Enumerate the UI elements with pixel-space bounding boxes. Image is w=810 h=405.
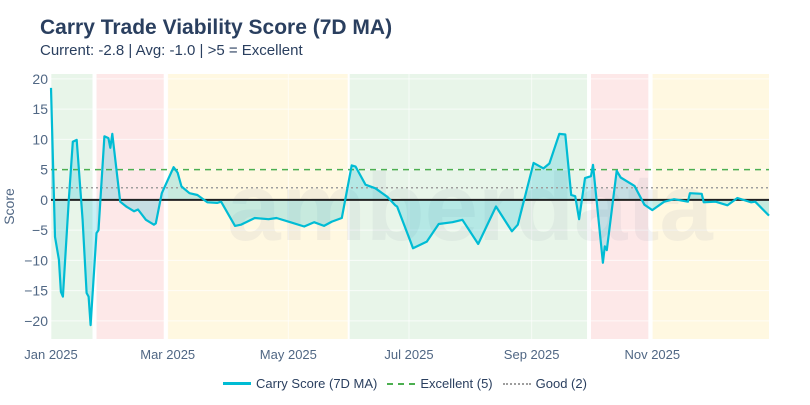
x-tick-label: Jul 2025: [384, 347, 433, 362]
y-tick-label: −10: [24, 252, 48, 268]
legend-label: Excellent (5): [420, 376, 493, 391]
x-tick-label: May 2025: [260, 347, 317, 362]
legend: Carry Score (7D MA) Excellent (5) Good (…: [0, 376, 810, 391]
chart-subtitle: Current: -2.8 | Avg: -1.0 | >5 = Excelle…: [40, 42, 303, 59]
regime-band: [652, 74, 769, 339]
legend-item-carry-score[interactable]: Carry Score (7D MA): [223, 376, 377, 391]
y-tick-label: 0: [40, 192, 48, 208]
x-tick-label: Nov 2025: [624, 347, 680, 362]
legend-label: Good (2): [535, 376, 587, 391]
regime-band: [167, 74, 348, 339]
x-tick-label: Jan 2025: [24, 347, 78, 362]
legend-item-excellent[interactable]: Excellent (5): [387, 376, 493, 391]
x-tick-label: Sep 2025: [504, 347, 560, 362]
legend-label: Carry Score (7D MA): [256, 376, 378, 391]
x-tick-label: Mar 2025: [140, 347, 195, 362]
series-fill-area: [51, 87, 769, 326]
regime-band: [590, 74, 649, 339]
y-tick-label: −20: [24, 313, 48, 329]
y-axis-title: Score: [1, 188, 17, 225]
regime-band: [51, 74, 93, 339]
y-tick-label: 5: [40, 162, 48, 178]
regime-band: [349, 74, 588, 339]
y-tick-label: −15: [24, 283, 48, 299]
y-tick-label: −5: [32, 222, 48, 238]
legend-swatch: [387, 382, 416, 385]
legend-swatch: [502, 382, 531, 385]
y-tick-label: 15: [32, 101, 48, 117]
series-line-carry-score: [49, 87, 770, 327]
regime-band: [96, 74, 164, 339]
y-tick-label: 20: [32, 71, 48, 87]
legend-swatch: [223, 382, 252, 385]
y-tick-label: 10: [32, 131, 48, 147]
watermark-logo: amberdata: [227, 154, 713, 261]
chart-title: Carry Trade Viability Score (7D MA): [40, 16, 393, 39]
legend-item-good[interactable]: Good (2): [502, 376, 587, 391]
